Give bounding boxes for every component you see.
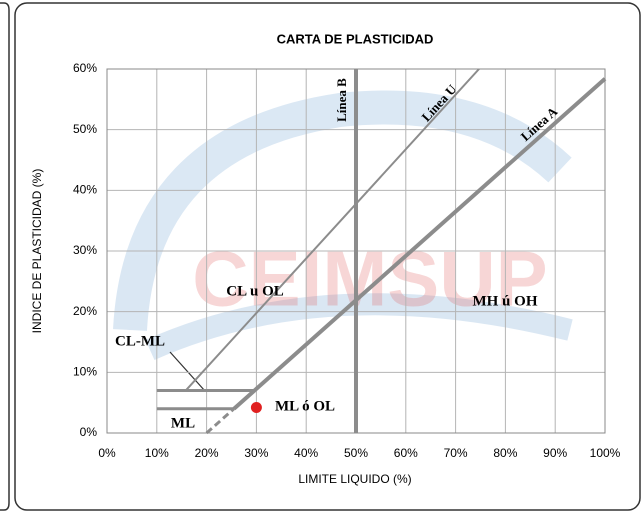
x-tick-label: 60% (394, 446, 418, 460)
x-tick-label: 20% (195, 446, 219, 460)
watermark (113, 90, 573, 361)
x-tick-label: 80% (493, 446, 517, 460)
zone-label: ML (171, 415, 195, 431)
series-line (184, 68, 480, 392)
x-tick-label: 0% (98, 446, 116, 460)
y-axis-label: INDICE DE PLASTICIDAD (%) (30, 169, 44, 334)
x-tick-label: 90% (543, 446, 567, 460)
x-tick-label: 70% (444, 446, 468, 460)
leader-line (169, 351, 206, 392)
series-line (205, 407, 235, 435)
chart-title: CARTA DE PLASTICIDAD (277, 31, 434, 46)
y-tick-label: 20% (73, 304, 97, 318)
series-line (232, 77, 607, 411)
y-tick-label: 60% (73, 61, 97, 75)
zone-label: CL-ML (115, 333, 165, 349)
frame-edge (0, 2, 10, 511)
x-axis-label: LIMITE LIQUIDO (%) (298, 472, 411, 486)
x-tick-label: 30% (244, 446, 268, 460)
y-tick-label: 0% (80, 425, 98, 439)
x-tick-label: 50% (344, 446, 368, 460)
y-tick-label: 10% (73, 365, 97, 379)
y-tick-label: 40% (73, 183, 97, 197)
line-label: Línea B (334, 78, 349, 122)
watermark-text: CEIMSUP (192, 235, 547, 323)
x-tick-label: 40% (294, 446, 318, 460)
zone-label: CL u OL (226, 283, 284, 299)
zone-label: MH ú OH (472, 293, 537, 309)
zone-label: ML ó OL (275, 398, 335, 414)
y-tick-label: 30% (73, 243, 97, 257)
x-tick-label: 10% (145, 446, 169, 460)
y-tick-label: 50% (73, 122, 97, 136)
x-tick-label: 100% (590, 446, 621, 460)
data-point (250, 402, 262, 414)
